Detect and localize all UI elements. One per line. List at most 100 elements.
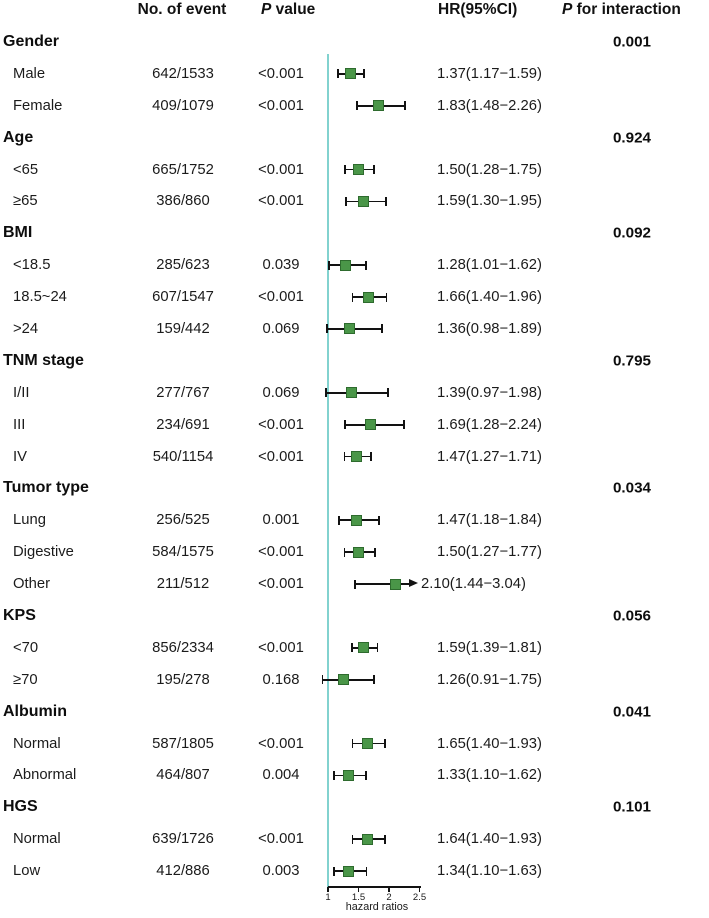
p-value: <0.001 [258,831,304,848]
subgroup-row: 18.5~24 607/1547 <0.001 1.66(1.40−1.96) [0,281,709,313]
events-value: 584/1575 [152,544,214,561]
subgroup-row: Female 409/1079 <0.001 1.83(1.48−2.26) [0,90,709,122]
group-label: Albumin [3,702,67,720]
p-interaction-rest: for interaction [572,1,681,18]
p-value: 0.168 [262,671,300,688]
hr-marker [353,164,364,175]
ci-cap-left [343,452,346,462]
events-value: 256/525 [156,512,210,529]
ci-cap-right [364,260,367,270]
p-value: 0.003 [262,863,300,880]
p-interaction-value: 0.001 [612,33,651,51]
x-axis-label: hazard ratios [345,901,409,913]
events-value: 540/1154 [152,448,214,465]
subgroup-label: Normal [13,735,61,752]
events-value: 665/1752 [152,161,214,178]
group-row: Tumor type 0.034 [0,472,709,504]
p-value: <0.001 [258,448,304,465]
events-value: 607/1547 [152,289,214,306]
subgroup-label: ≥65 [13,193,38,210]
events-value: 642/1533 [152,65,214,82]
column-header-events: No. of event [137,1,227,18]
subgroup-row: Other 211/512 <0.001 2.10(1.44−3.04) [0,568,709,600]
hr-marker [346,387,358,399]
ci-cap-left [345,196,348,206]
p-interaction-value: 0.101 [612,798,651,816]
ci-cap-right [363,69,365,79]
subgroup-row: <70 856/2334 <0.001 1.59(1.39−1.81) [0,632,709,664]
events-value: 211/512 [156,576,210,593]
subgroup-row: Abnormal 464/807 0.004 1.33(1.10−1.62) [0,759,709,791]
events-value: 277/767 [156,384,210,401]
hr-ci-text: 1.65(1.40−1.93) [437,735,542,752]
p-value: 0.004 [262,767,300,784]
ci-cap-right [364,770,367,780]
subgroup-row: ≥65 386/860 <0.001 1.59(1.30−1.95) [0,185,709,217]
subgroup-label: 18.5~24 [13,289,67,306]
hr-marker [343,865,355,877]
p-interaction-value: 0.034 [612,479,651,497]
x-axis-tick [388,887,390,892]
hr-ci-text: 1.47(1.27−1.71) [437,448,542,465]
subgroup-label: Low [13,863,41,880]
ci-cap-right [376,643,379,653]
hr-ci-text: 1.50(1.28−1.75) [437,161,542,178]
events-value: 195/278 [156,671,210,688]
events-value: 464/807 [156,767,210,784]
group-label: Age [3,128,34,146]
subgroup-label: <65 [13,161,39,178]
ci-cap-right [385,292,388,302]
subgroup-row: Digestive 584/1575 <0.001 1.50(1.27−1.77) [0,536,709,568]
hr-marker [373,100,385,112]
group-row: Albumin 0.041 [0,696,709,728]
subgroup-row: <65 665/1752 <0.001 1.50(1.28−1.75) [0,154,709,186]
ci-cap-right [383,834,386,844]
ci-cap-right [381,324,384,334]
p-value: <0.001 [258,97,304,114]
ci-cap-left [337,69,340,79]
subgroup-row: >24 159/442 0.069 1.36(0.98−1.89) [0,313,709,345]
x-axis-tick [357,887,360,892]
ci-cap-right [403,101,406,111]
subgroup-label: IV [13,448,27,465]
ci-cap-left [344,165,346,174]
group-label: Tumor type [3,479,89,497]
p-value: 0.069 [262,384,300,401]
hr-ci-text: 1.36(0.98−1.89) [437,320,542,337]
hr-ci-text: 1.47(1.18−1.84) [437,512,542,529]
subgroup-row: III 234/691 <0.001 1.69(1.28−2.24) [0,409,709,441]
ci-cap-right [383,739,386,749]
hr-ci-text: 1.26(0.91−1.75) [437,671,542,688]
hr-ci-text: 1.39(0.97−1.98) [437,384,542,401]
hr-ci-text: 1.37(1.17−1.59) [437,65,542,82]
hr-ci-text: 1.83(1.48−2.26) [437,97,542,114]
p-interaction-value: 0.041 [612,703,651,721]
ci-cap-left [351,739,354,749]
ci-cap-left [356,101,359,111]
group-label: KPS [3,606,36,624]
subgroup-label: >24 [13,320,39,337]
subgroup-row: Normal 587/1805 <0.001 1.65(1.40−1.93) [0,728,709,760]
x-axis-tick [327,887,329,892]
p-value: <0.001 [258,65,304,82]
reference-line-hr1 [327,54,329,887]
hr-marker [342,769,354,781]
p-value-rest: value [271,1,316,18]
subgroup-label: Male [13,65,46,82]
group-row: KPS 0.056 [0,600,709,632]
group-label: HGS [3,798,38,816]
group-row: Gender 0.001 [0,26,709,58]
x-axis-line [328,886,421,888]
hr-ci-text: 1.59(1.39−1.81) [437,639,542,656]
x-axis-tick-label: 2.5 [412,892,427,903]
p-value: 0.069 [262,320,300,337]
ci-cap-right [372,675,375,685]
hr-marker [338,674,350,686]
x-axis-tick-label: 1 [325,892,331,903]
ci-cap-left [327,260,330,270]
ci-cap-left [333,770,335,780]
subgroup-row: ≥70 195/278 0.168 1.26(0.91−1.75) [0,664,709,696]
hr-marker [345,68,357,80]
p-value: <0.001 [258,161,304,178]
